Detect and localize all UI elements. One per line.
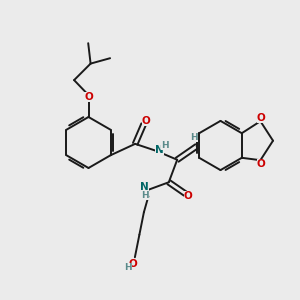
Text: O: O xyxy=(257,159,266,169)
Text: H: H xyxy=(141,191,148,200)
Text: H: H xyxy=(190,133,198,142)
Text: H: H xyxy=(161,141,168,150)
Text: H: H xyxy=(124,263,132,272)
Text: O: O xyxy=(184,191,193,201)
Text: O: O xyxy=(128,259,137,269)
Text: O: O xyxy=(257,112,266,123)
Text: N: N xyxy=(140,182,149,192)
Text: N: N xyxy=(155,145,164,154)
Text: O: O xyxy=(142,116,150,126)
Text: O: O xyxy=(84,92,93,102)
